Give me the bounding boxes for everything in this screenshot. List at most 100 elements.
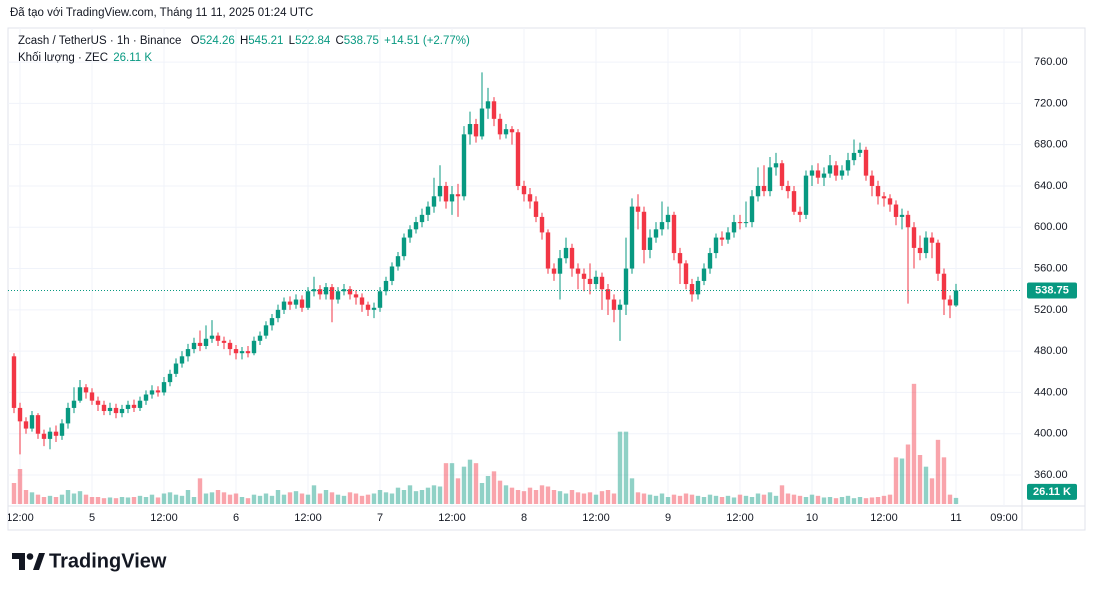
volume-bar — [479, 483, 485, 504]
candle-body — [503, 129, 509, 135]
volume-bar — [305, 494, 311, 504]
volume-bar — [701, 497, 707, 504]
candle-body — [791, 191, 797, 212]
candle-body — [461, 134, 467, 197]
x-tick-label: 09:00 — [990, 512, 1018, 524]
volume-bar — [107, 497, 113, 504]
volume-bar — [41, 497, 47, 504]
candle-body — [539, 216, 545, 233]
candle-body — [905, 214, 911, 228]
candle-body — [329, 287, 335, 300]
volume-bar — [89, 497, 95, 504]
candle-body — [149, 390, 155, 395]
x-tick-label: 5 — [89, 512, 95, 524]
candle-body — [377, 291, 383, 308]
candle-body — [437, 185, 443, 197]
c-value: 538.75 — [343, 35, 379, 47]
candle-body — [197, 342, 203, 346]
candle-body — [185, 349, 191, 357]
volume-bar — [257, 495, 263, 504]
candle-body — [383, 280, 389, 292]
candle-body — [701, 268, 707, 281]
candle-body — [623, 268, 629, 305]
volume-bar — [887, 494, 893, 504]
candle-body — [95, 400, 101, 405]
candle-body — [191, 342, 197, 350]
candle-body — [23, 421, 29, 429]
candle-body — [581, 273, 587, 279]
volume-bar — [587, 492, 593, 504]
volume-bar — [143, 497, 149, 504]
candle-body — [641, 211, 647, 250]
candle-body — [209, 335, 215, 339]
candle-body — [431, 196, 437, 207]
candle-body — [353, 294, 359, 298]
volume-bar — [329, 492, 335, 504]
candle-body — [509, 129, 515, 133]
x-tick-label: 12:00 — [582, 512, 610, 524]
volume-bar — [263, 493, 269, 504]
volume-bar — [593, 494, 599, 504]
volume-bar — [791, 494, 797, 504]
candle-body — [647, 237, 653, 250]
candle-body — [215, 335, 221, 341]
candle-body — [713, 237, 719, 254]
l-label: L — [288, 35, 296, 47]
volume-bar — [857, 497, 863, 504]
candle-body — [683, 263, 689, 285]
candle-body — [689, 284, 695, 295]
candle-body — [473, 124, 479, 137]
candle-body — [449, 194, 455, 202]
volume-bar — [281, 494, 287, 504]
candle-body — [479, 108, 485, 137]
volume-bar — [803, 497, 809, 504]
volume-bar — [647, 494, 653, 504]
volume-bar — [227, 494, 233, 504]
volume-bar — [935, 439, 941, 504]
candle-body — [47, 431, 53, 439]
candle-body — [125, 404, 131, 409]
volume-bar — [743, 495, 749, 504]
volume-bar — [455, 478, 461, 504]
y-tick-label: 440.00 — [1034, 386, 1068, 398]
candle-body — [917, 247, 923, 254]
volume-bar — [569, 490, 575, 504]
candle-body — [869, 175, 875, 186]
volume-bar — [317, 493, 323, 504]
candle-body — [755, 185, 761, 197]
volume-bar — [755, 493, 761, 504]
volume-bar — [953, 497, 959, 504]
volume-bar — [641, 493, 647, 504]
candle-body — [227, 342, 233, 350]
candle-body — [245, 351, 251, 354]
candle-body — [167, 373, 173, 383]
candle-body — [761, 185, 767, 192]
candle-body — [563, 247, 569, 259]
volume-bar — [707, 494, 713, 504]
candle-body — [839, 170, 845, 176]
volume-bar — [797, 495, 803, 504]
y-tick-label: 720.00 — [1034, 97, 1068, 109]
candle-body — [53, 431, 59, 436]
candle-body — [11, 356, 17, 408]
candle-body — [287, 301, 293, 305]
candle-body — [737, 222, 743, 224]
candle-body — [131, 404, 137, 408]
volume-bar — [461, 466, 467, 504]
volume-bar — [635, 492, 641, 504]
candle-body — [485, 101, 491, 109]
candle-body — [875, 185, 881, 197]
candle-body — [857, 149, 863, 153]
candle-body — [305, 291, 311, 308]
candle-body — [851, 152, 857, 161]
volume-bar — [659, 493, 665, 504]
candle-body — [845, 160, 851, 171]
candle-body — [815, 170, 821, 178]
candle-body — [419, 214, 425, 223]
candle-body — [179, 356, 185, 364]
candle-body — [515, 132, 521, 186]
candle-body — [617, 304, 623, 310]
volume-bar — [911, 383, 917, 504]
candle-body — [257, 335, 263, 341]
volume-bar — [491, 471, 497, 504]
